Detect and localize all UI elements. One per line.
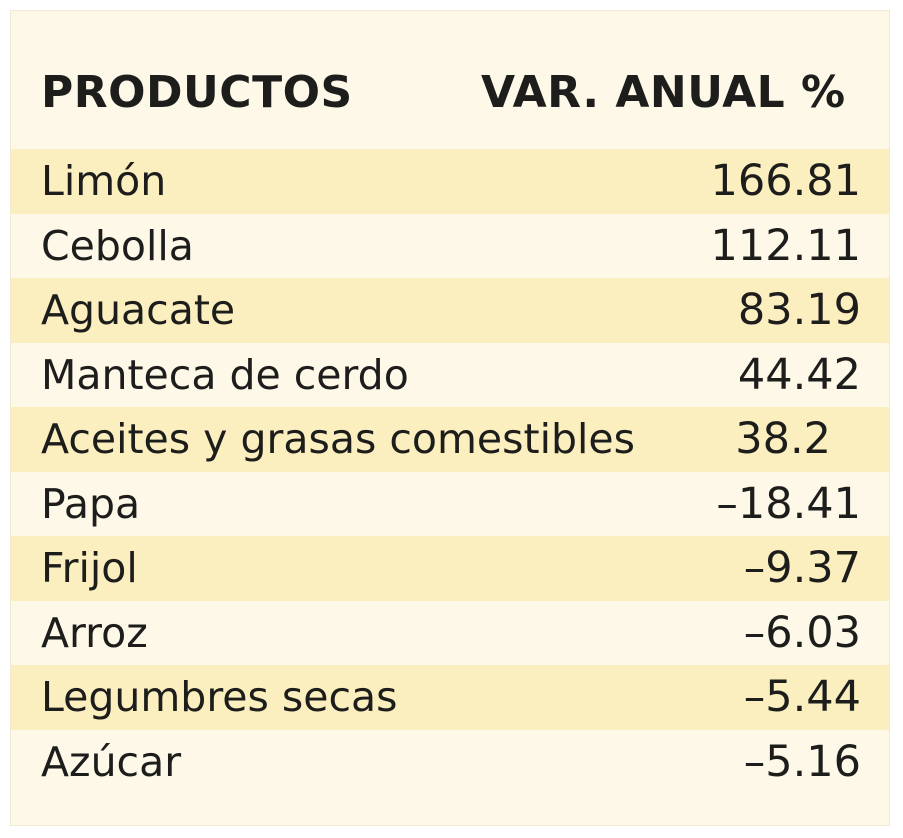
table-row: Cebolla 112.11	[11, 214, 889, 279]
annual-variation-value: –5.44	[743, 672, 861, 722]
annual-variation-value: –5.16	[743, 736, 861, 787]
table-row: Aguacate 83.19	[11, 278, 889, 343]
table-row: Aceites y grasas comestibles 38.2	[11, 407, 889, 472]
annual-variation-value: 44.42	[737, 349, 861, 400]
product-name: Legumbres secas	[41, 673, 398, 721]
product-name: Aguacate	[41, 286, 236, 334]
product-name: Limón	[41, 157, 167, 205]
price-variation-table: PRODUCTOS VAR. ANUAL % Limón 166.81 Ceboll…	[10, 10, 890, 826]
table-row: Arroz –6.03	[11, 601, 889, 666]
table-row: Frijol –9.37	[11, 536, 889, 601]
product-name: Cebolla	[41, 221, 194, 270]
table-row: Legumbres secas –5.44	[11, 665, 889, 730]
product-name: Azúcar	[41, 737, 182, 786]
table-row: Azúcar –5.16	[11, 730, 889, 795]
annual-variation-value: 38.2	[735, 414, 831, 464]
annual-variation-value: 83.19	[737, 285, 861, 335]
table-row: Manteca de cerdo 44.42	[11, 343, 889, 408]
table-header: PRODUCTOS VAR. ANUAL %	[11, 11, 889, 149]
product-name: Aceites y grasas comestibles	[41, 415, 635, 463]
table-body: Limón 166.81 Cebolla 112.11 Aguacate 83.19 Man…	[11, 149, 889, 794]
annual-variation-value: 112.11	[710, 220, 861, 271]
annual-variation-value: –6.03	[743, 607, 861, 658]
product-name: Manteca de cerdo	[41, 350, 409, 399]
product-name: Arroz	[41, 608, 148, 657]
annual-variation-value: –18.41	[716, 478, 861, 529]
table-row: Limón 166.81	[11, 149, 889, 214]
table-row: Papa –18.41	[11, 472, 889, 537]
column-header-annual-variation: VAR. ANUAL %	[481, 67, 846, 118]
product-name: Papa	[41, 479, 141, 528]
annual-variation-value: 166.81	[710, 156, 861, 206]
column-header-products: PRODUCTOS	[41, 67, 353, 118]
annual-variation-value: –9.37	[743, 543, 861, 593]
product-name: Frijol	[41, 544, 138, 592]
